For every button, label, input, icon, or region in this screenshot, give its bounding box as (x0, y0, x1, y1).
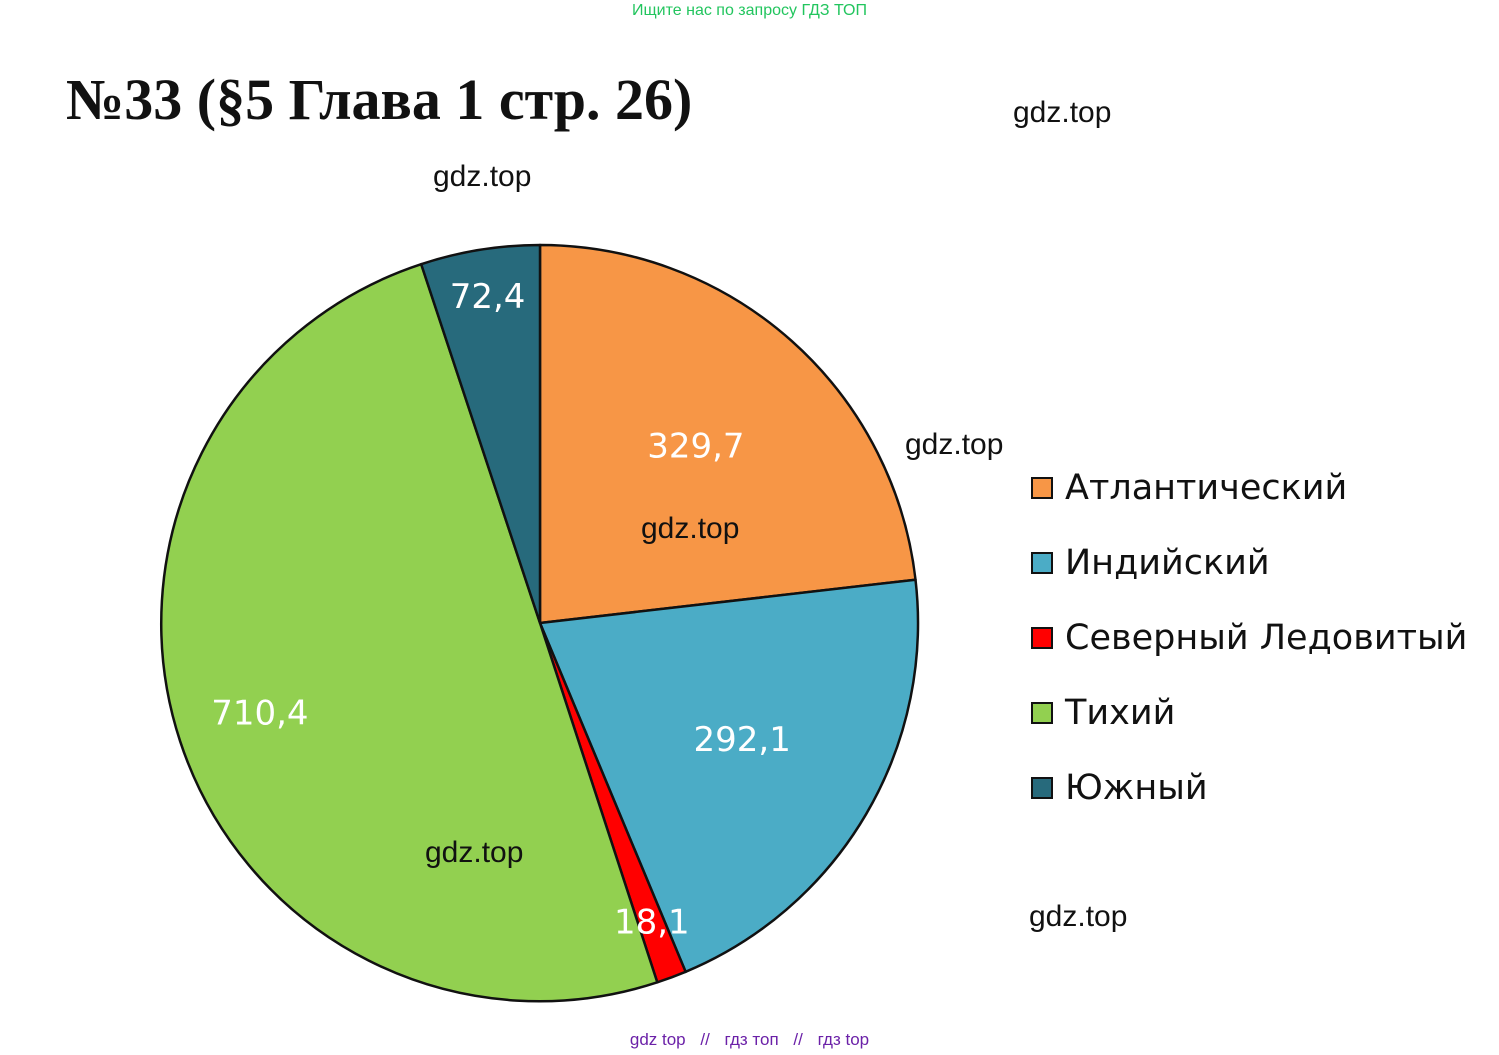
chart-legend: Атлантический Индийский Северный Ледовит… (1031, 450, 1467, 825)
legend-item-pacific: Тихий (1031, 675, 1467, 750)
footer-separator: // (793, 1030, 803, 1049)
watermark-text: gdz.top (641, 512, 740, 545)
search-banner[interactable]: Ищите нас по запросу ГДЗ ТОП (632, 2, 867, 19)
data-label-indian: 292,1 (694, 720, 791, 760)
data-label-atlantic: 329,7 (647, 427, 744, 467)
pie-slice-pacific (160, 262, 659, 1003)
watermark-text: gdz.top (433, 160, 532, 193)
watermark-text: gdz.top (425, 836, 524, 869)
legend-swatch (1031, 626, 1053, 649)
legend-swatch (1031, 776, 1053, 799)
footer-link[interactable]: гдз топ (724, 1030, 779, 1049)
data-label-southern: 72,4 (450, 277, 526, 317)
pie-slice-indian (538, 578, 920, 974)
legend-item-southern: Южный (1031, 750, 1467, 825)
watermark-text: gdz.top (1013, 96, 1112, 129)
pie-data-labels: 329,7 292,1 18,1 710,4 72,4 (211, 277, 791, 943)
watermark-text: gdz.top (905, 428, 1004, 461)
legend-label: Северный Ледовитый (1065, 617, 1468, 658)
legend-swatch (1031, 551, 1053, 574)
legend-item-indian: Индийский (1031, 525, 1467, 600)
footer-link[interactable]: gdz top (629, 1030, 686, 1049)
legend-label: Тихий (1065, 692, 1176, 733)
data-label-pacific: 710,4 (211, 694, 308, 734)
legend-swatch (1031, 476, 1053, 499)
pie-chart: 329,7 292,1 18,1 710,4 72,4 (160, 243, 920, 1003)
legend-label: Индийский (1065, 542, 1270, 583)
watermark-text: gdz.top (1029, 900, 1128, 933)
legend-label: Атлантический (1065, 467, 1348, 508)
footer-separator: // (700, 1030, 710, 1049)
legend-item-atlantic: Атлантический (1031, 450, 1467, 525)
legend-label: Южный (1065, 767, 1208, 808)
pie-slice-southern (419, 243, 542, 625)
legend-item-arctic: Северный Ледовитый (1031, 600, 1467, 675)
footer-link[interactable]: гдз top (817, 1030, 870, 1049)
pie-slice-atlantic (538, 243, 917, 625)
legend-swatch (1031, 701, 1053, 724)
pie-slices (160, 243, 920, 1003)
page-title: №33 (§5 Глава 1 стр. 26) (66, 67, 693, 132)
data-label-arctic: 18,1 (614, 903, 690, 943)
footer-links: gdz top // гдз топ // гдз top (0, 1030, 1499, 1050)
